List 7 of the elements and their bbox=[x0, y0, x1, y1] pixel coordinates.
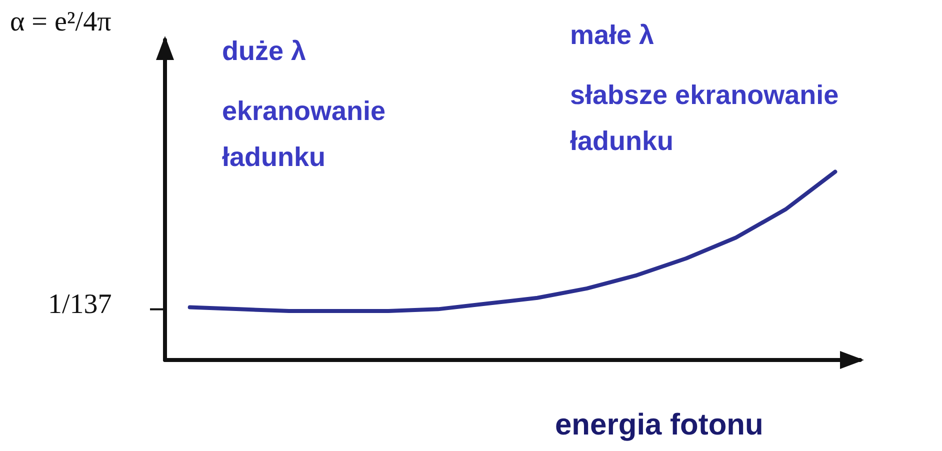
text: duże λ bbox=[222, 36, 306, 66]
annotation: ekranowanie ładunku bbox=[222, 96, 386, 172]
text: małe λ bbox=[570, 20, 654, 50]
x-axis-title: energia fotonu bbox=[555, 408, 764, 442]
text: α = e²/4π bbox=[10, 6, 112, 38]
text: słabsze ekranowanie ładunku bbox=[570, 80, 839, 156]
text: 1/137 bbox=[48, 288, 112, 320]
